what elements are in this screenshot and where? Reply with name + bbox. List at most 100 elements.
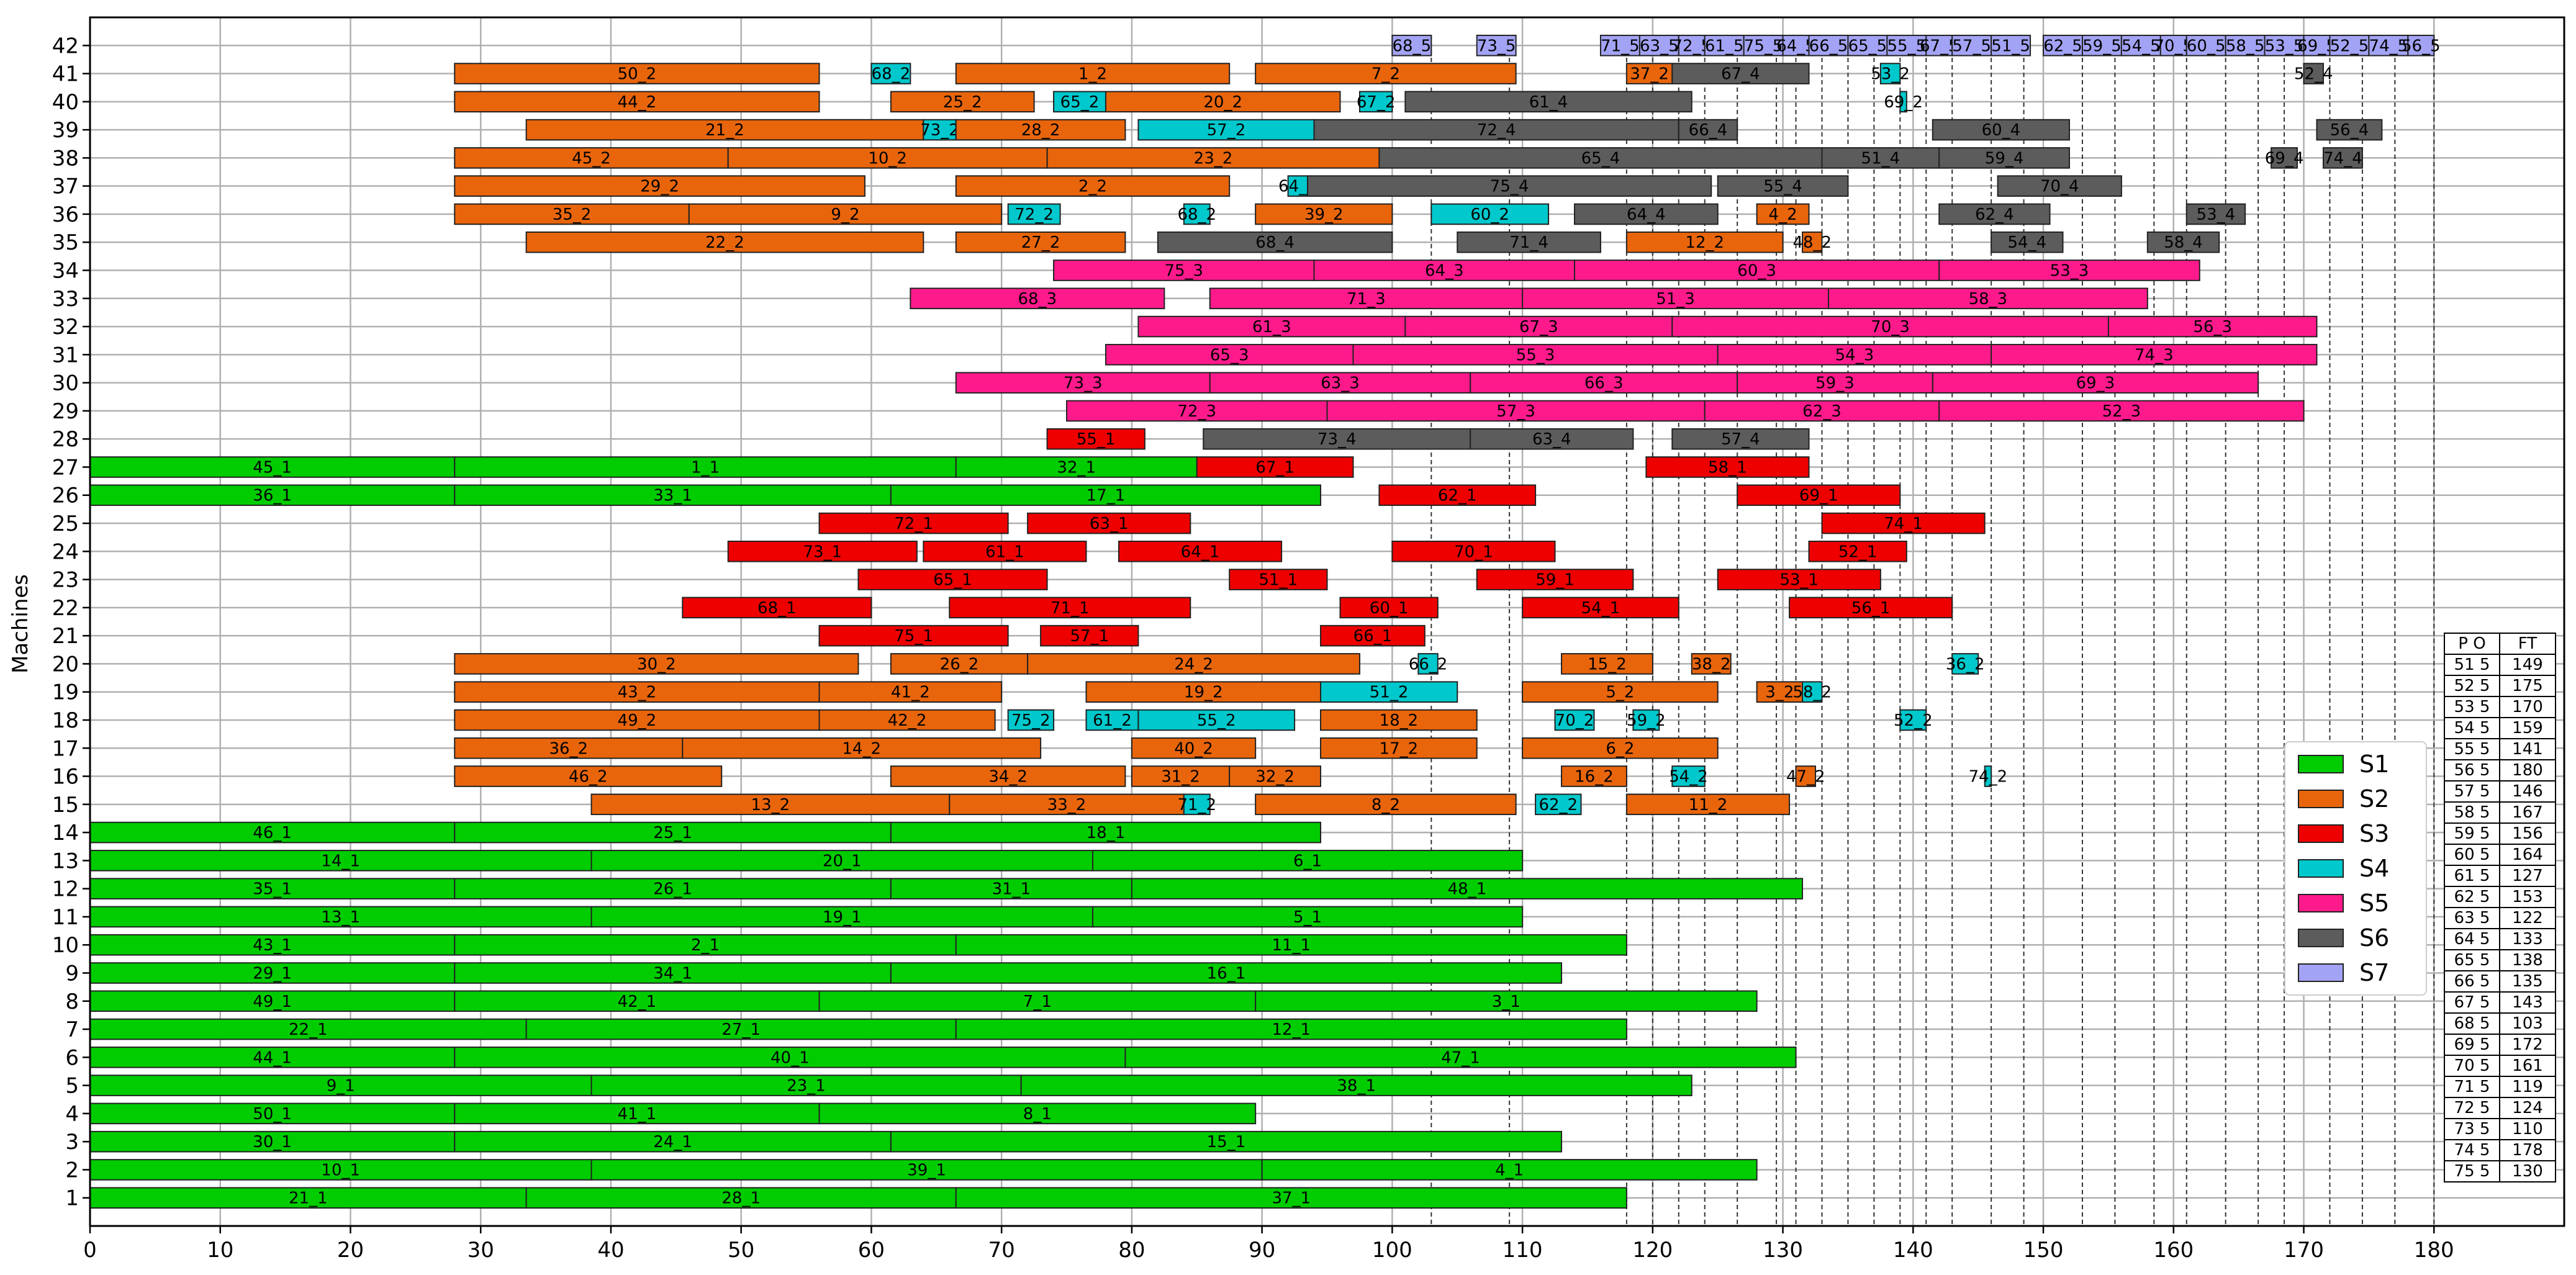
y-tick-label: 29 xyxy=(52,399,79,424)
task-bar xyxy=(955,372,1211,394)
task-label: 68_3 xyxy=(1018,290,1057,309)
y-tick-label: 31 xyxy=(52,343,79,367)
task-label: 70_1 xyxy=(1454,543,1493,561)
table-finish-time: 135 xyxy=(2512,972,2543,991)
task-bar xyxy=(1782,34,1810,56)
task-bar xyxy=(1938,400,2305,422)
task-label: 35_1 xyxy=(253,880,292,899)
task-bar xyxy=(454,990,820,1012)
task-bar xyxy=(590,1075,1022,1096)
task-bar xyxy=(1209,287,1524,310)
y-axis-label: Machines xyxy=(8,574,33,674)
task-label: 57_1 xyxy=(1070,627,1109,646)
task-bar xyxy=(1085,709,1139,731)
task-label: 46_2 xyxy=(569,768,608,786)
task-label: 47_1 xyxy=(1441,1048,1480,1067)
task-label: 53_5 xyxy=(2265,37,2304,55)
y-tick-label: 39 xyxy=(52,118,79,143)
task-bar xyxy=(454,203,690,225)
task-bar xyxy=(818,624,1009,647)
task-label: 51_4 xyxy=(1861,149,1900,168)
task-bar xyxy=(1827,287,2148,310)
finish-time-table: P O FT 51 5 149 52 5 175 53 5 170 54 5 159 55 5 141… xyxy=(2444,633,2556,1183)
task-bar xyxy=(1105,91,1341,113)
task-bar xyxy=(89,934,456,956)
task-label: 16_2 xyxy=(1575,768,1614,786)
table-cell xyxy=(2499,907,2556,929)
task-bar xyxy=(1717,569,1881,590)
task-bar xyxy=(454,1130,892,1153)
task-label: 73_3 xyxy=(1064,374,1103,393)
task-label: 71_1 xyxy=(1051,599,1090,618)
task-label: 21_1 xyxy=(289,1189,328,1208)
task-bar xyxy=(1808,34,1849,56)
task-label: 27_1 xyxy=(721,1020,761,1039)
task-bar xyxy=(1053,259,1315,281)
y-tick-label: 36 xyxy=(52,202,79,227)
task-label: 58_4 xyxy=(2164,233,2203,252)
task-bar xyxy=(1066,400,1328,422)
task-label: 1_1 xyxy=(691,458,720,477)
y-tick-label: 35 xyxy=(52,230,79,255)
task-bar xyxy=(454,484,892,507)
task-label: 38_1 xyxy=(1337,1077,1376,1096)
task-bar xyxy=(1691,653,1732,675)
table-cell xyxy=(2444,717,2500,739)
task-label: 18_2 xyxy=(1380,711,1419,730)
task-bar xyxy=(1932,372,2259,394)
task-bar xyxy=(1255,990,1758,1012)
task-label: 72_2 xyxy=(1015,205,1054,224)
task-bar xyxy=(1358,91,1393,113)
task-label: 52_2 xyxy=(1894,711,1933,730)
task-bar xyxy=(890,765,1126,787)
task-label: 42_1 xyxy=(618,993,657,1011)
x-tick-label: 120 xyxy=(1632,1238,1673,1263)
task-bar xyxy=(949,597,1191,619)
table-finish-time: 172 xyxy=(2512,1035,2543,1054)
table-finish-time: 180 xyxy=(2512,761,2543,780)
task-bar xyxy=(1535,793,1582,816)
task-label: 69_1 xyxy=(1799,487,1838,505)
task-label: 40_1 xyxy=(771,1048,810,1067)
task-bar xyxy=(2322,147,2363,169)
table-finish-time: 138 xyxy=(2512,951,2543,970)
table-cell xyxy=(2499,1139,2556,1161)
x-tick-label: 40 xyxy=(597,1238,624,1263)
task-label: 38_2 xyxy=(1692,655,1731,674)
task-bar xyxy=(2329,34,2370,56)
task-bar xyxy=(818,512,1009,534)
task-label: 29_2 xyxy=(640,178,679,196)
task-label: 60_3 xyxy=(1737,262,1776,281)
table-finish-time: 149 xyxy=(2512,656,2543,674)
task-label: 25_1 xyxy=(653,824,692,842)
task-label: 15_1 xyxy=(1207,1133,1246,1151)
y-tick-label: 14 xyxy=(52,821,79,845)
task-label: 49_1 xyxy=(253,993,292,1011)
task-label: 64_1 xyxy=(1181,543,1220,561)
y-tick-label: 11 xyxy=(52,905,79,930)
task-label: 60_1 xyxy=(1370,599,1409,618)
task-label: 75_3 xyxy=(1164,262,1203,281)
task-bar xyxy=(1391,541,1556,562)
legend-label: S7 xyxy=(2359,959,2389,986)
task-bar xyxy=(1091,906,1524,928)
task-label: 17_2 xyxy=(1380,739,1419,758)
table-finish-time: 153 xyxy=(2512,888,2543,906)
task-label: 19_1 xyxy=(823,908,862,927)
task-label: 63_4 xyxy=(1532,430,1571,449)
legend-swatch xyxy=(2298,929,2344,947)
table-cell xyxy=(2499,654,2556,676)
task-label: 68_4 xyxy=(1255,233,1295,252)
task-label: 74_3 xyxy=(2135,346,2174,364)
task-label: 55_1 xyxy=(1077,430,1116,449)
task-label: 11_1 xyxy=(1272,936,1311,955)
task-bar xyxy=(1802,681,1823,703)
table-job-label: 75 5 xyxy=(2454,1162,2490,1181)
y-tick-label: 15 xyxy=(52,793,79,818)
table-job-label: 57 5 xyxy=(2454,782,2490,801)
task-bar xyxy=(818,709,996,731)
table-cell xyxy=(2499,696,2556,718)
task-bar xyxy=(818,681,1003,703)
task-bar xyxy=(1320,709,1478,731)
task-label: 15_2 xyxy=(1588,655,1627,674)
